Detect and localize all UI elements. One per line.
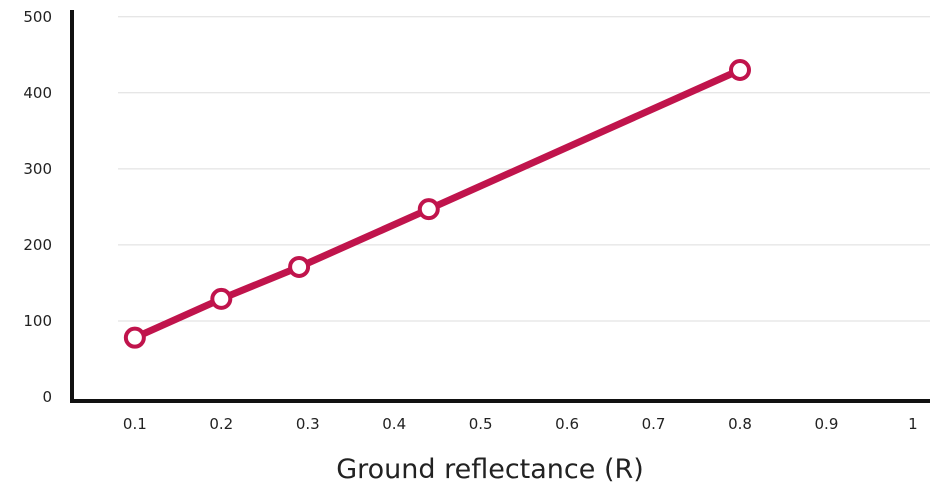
x-axis-label: Ground reflectance (R) [336,454,644,485]
y-tick-label: 500 [23,8,52,26]
data-point [288,255,311,278]
x-tick-label: 0.6 [555,415,579,433]
y-tick-labels: 0 100 200 300 400 500 [23,8,52,406]
series-group [123,58,751,349]
x-tick-label: 0.4 [382,415,406,433]
x-tick-label: 0.1 [123,415,147,433]
y-tick-label: 400 [23,84,52,102]
data-point [729,58,751,81]
x-tick-label: 0.5 [469,415,493,433]
x-tick-label: 0.9 [815,415,839,433]
data-point [417,198,440,221]
x-tick-label: 0.2 [209,415,233,433]
y-tick-label: 200 [23,236,52,254]
data-point [210,287,233,310]
x-tick-label: 0.8 [728,415,752,433]
x-tick-label: 0.7 [642,415,666,433]
y-tick-label: 300 [23,160,52,178]
x-tick-labels: 0.1 0.2 0.3 0.4 0.5 0.6 0.7 0.8 0.9 1 [123,415,918,433]
x-tick-label: 1 [908,415,918,433]
y-tick-label: 100 [23,312,52,330]
data-point [123,326,146,349]
y-tick-label: 0 [42,388,52,406]
x-tick-label: 0.3 [296,415,320,433]
